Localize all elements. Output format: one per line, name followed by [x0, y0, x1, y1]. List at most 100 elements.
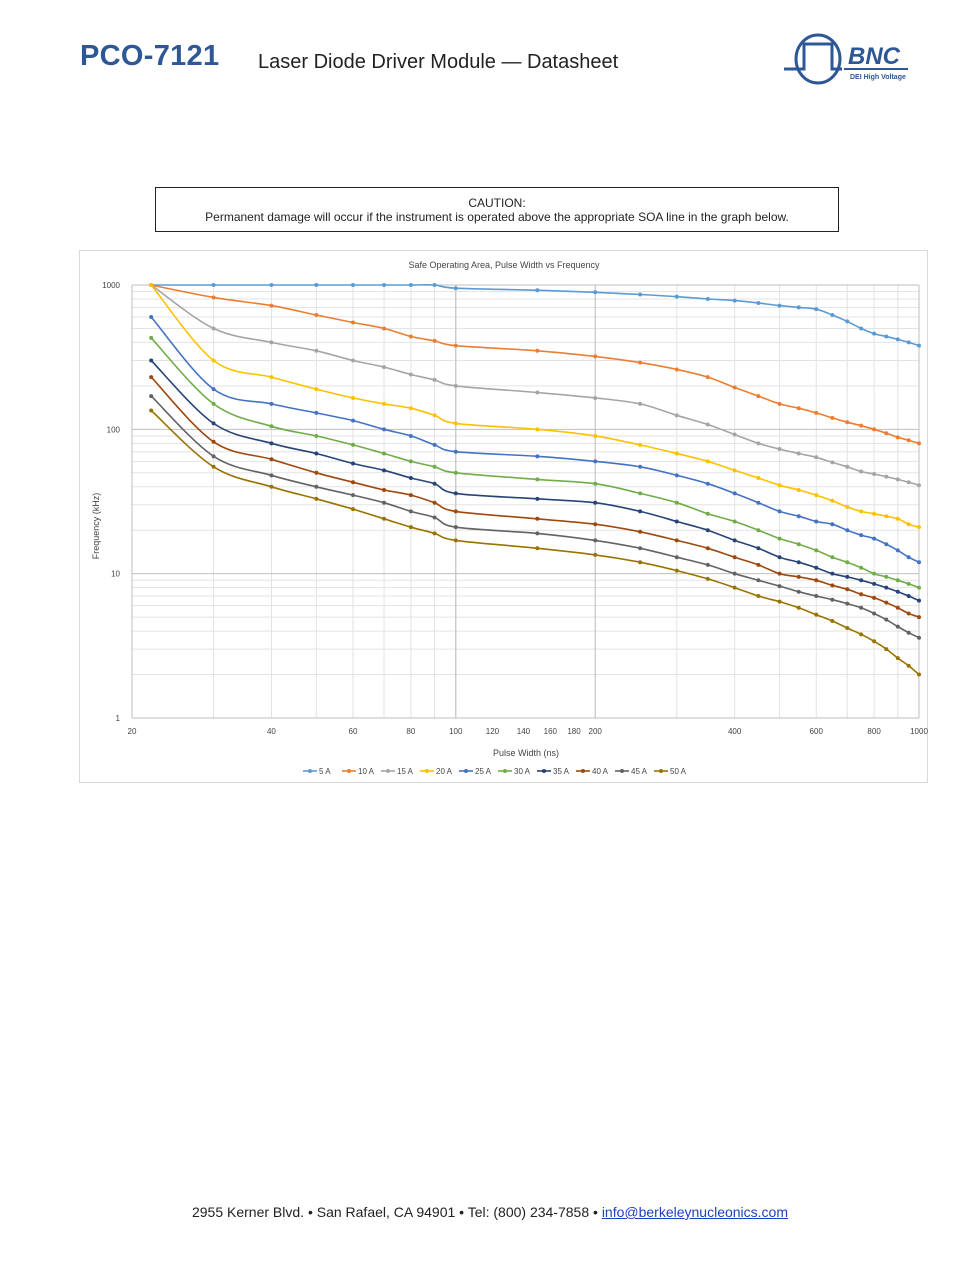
data-point: [895, 656, 900, 661]
data-point: [732, 585, 737, 590]
data-point: [314, 484, 319, 489]
data-point: [917, 483, 921, 488]
data-point: [674, 367, 679, 372]
series-line: [150, 316, 920, 563]
data-point: [830, 583, 835, 588]
data-point: [535, 546, 540, 551]
data-point: [906, 438, 911, 443]
data-point: [756, 562, 761, 567]
data-point: [149, 283, 154, 287]
data-point: [382, 326, 387, 331]
data-point: [884, 514, 889, 519]
data-point: [535, 477, 540, 482]
data-point: [859, 592, 864, 597]
data-point: [906, 594, 911, 599]
data-point: [859, 326, 864, 331]
data-point: [211, 283, 216, 287]
data-point: [732, 385, 737, 390]
data-point: [777, 571, 782, 576]
data-point: [814, 519, 819, 524]
data-point: [351, 418, 356, 423]
data-point: [906, 581, 911, 586]
data-point: [593, 552, 598, 557]
logo-tagline: DEI High Voltage: [850, 74, 906, 81]
data-point: [408, 509, 413, 514]
footer-address: 2955 Kerner Blvd. • San Rafael, CA 94901…: [191, 1204, 598, 1220]
data-point: [351, 358, 356, 363]
data-point: [535, 288, 540, 293]
data-point: [917, 441, 921, 446]
data-point: [593, 354, 598, 359]
data-point: [269, 401, 274, 406]
data-point: [432, 464, 437, 469]
data-point: [149, 375, 154, 380]
legend-marker: [425, 769, 429, 773]
data-point: [906, 630, 911, 635]
chart-title: Safe Operating Area, Pulse Width vs Freq…: [408, 260, 600, 270]
data-point: [906, 340, 911, 345]
data-point: [432, 515, 437, 520]
data-point: [408, 433, 413, 438]
data-point: [814, 548, 819, 553]
data-point: [705, 511, 710, 516]
tick-labels: 1 10 100 1000 20 40 60 80 100 120 140 160 180 200 400 6…: [102, 281, 928, 736]
data-point: [593, 433, 598, 438]
data-point: [732, 432, 737, 437]
data-point: [777, 401, 782, 406]
data-point: [314, 451, 319, 456]
data-point: [408, 459, 413, 464]
data-point: [382, 451, 387, 456]
data-point: [432, 481, 437, 486]
x-tick-label: 20: [128, 727, 137, 736]
data-point: [351, 493, 356, 498]
legend-marker: [542, 769, 546, 773]
data-point: [884, 600, 889, 605]
data-point: [917, 615, 921, 620]
data-point: [705, 546, 710, 551]
data-point: [432, 338, 437, 343]
data-point: [814, 455, 819, 460]
data-point: [453, 525, 458, 530]
footer-email-link[interactable]: info@berkeleynucleonics.com: [601, 1204, 789, 1220]
data-point: [351, 283, 356, 287]
legend-label: 20 A: [436, 767, 453, 776]
data-point: [705, 576, 710, 581]
data-point: [269, 457, 274, 462]
legend-label: 45 A: [631, 767, 648, 776]
x-axis-label: Pulse Width (ns): [493, 748, 559, 758]
data-point: [408, 372, 413, 377]
data-point: [432, 500, 437, 505]
data-point: [432, 413, 437, 418]
data-point: [593, 290, 598, 295]
x-tick-label: 120: [486, 727, 500, 736]
series-line: [150, 284, 920, 528]
data-point: [674, 413, 679, 418]
data-point: [453, 491, 458, 496]
data-point: [351, 461, 356, 466]
data-point: [149, 394, 154, 399]
legend-label: 5 A: [319, 767, 331, 776]
data-point: [314, 410, 319, 415]
data-point: [872, 331, 877, 336]
series-5a: [149, 283, 921, 348]
legend-item: 5 A: [303, 767, 331, 776]
legend-marker: [464, 769, 468, 773]
data-point: [906, 480, 911, 485]
data-point: [845, 319, 850, 324]
footer: 2955 Kerner Blvd. • San Rafael, CA 94901…: [0, 1204, 980, 1220]
data-point: [211, 358, 216, 363]
data-point: [453, 343, 458, 348]
data-point: [535, 348, 540, 353]
bnc-logo: BNC DEI High Voltage: [782, 30, 912, 88]
data-point: [535, 390, 540, 395]
data-point: [314, 387, 319, 392]
data-point: [895, 624, 900, 629]
data-point: [845, 560, 850, 565]
data-point: [859, 509, 864, 514]
data-point: [845, 528, 850, 533]
data-point: [269, 375, 274, 380]
data-point: [535, 531, 540, 536]
series-line: [151, 284, 920, 445]
data-point: [756, 394, 761, 399]
data-point: [756, 500, 761, 505]
